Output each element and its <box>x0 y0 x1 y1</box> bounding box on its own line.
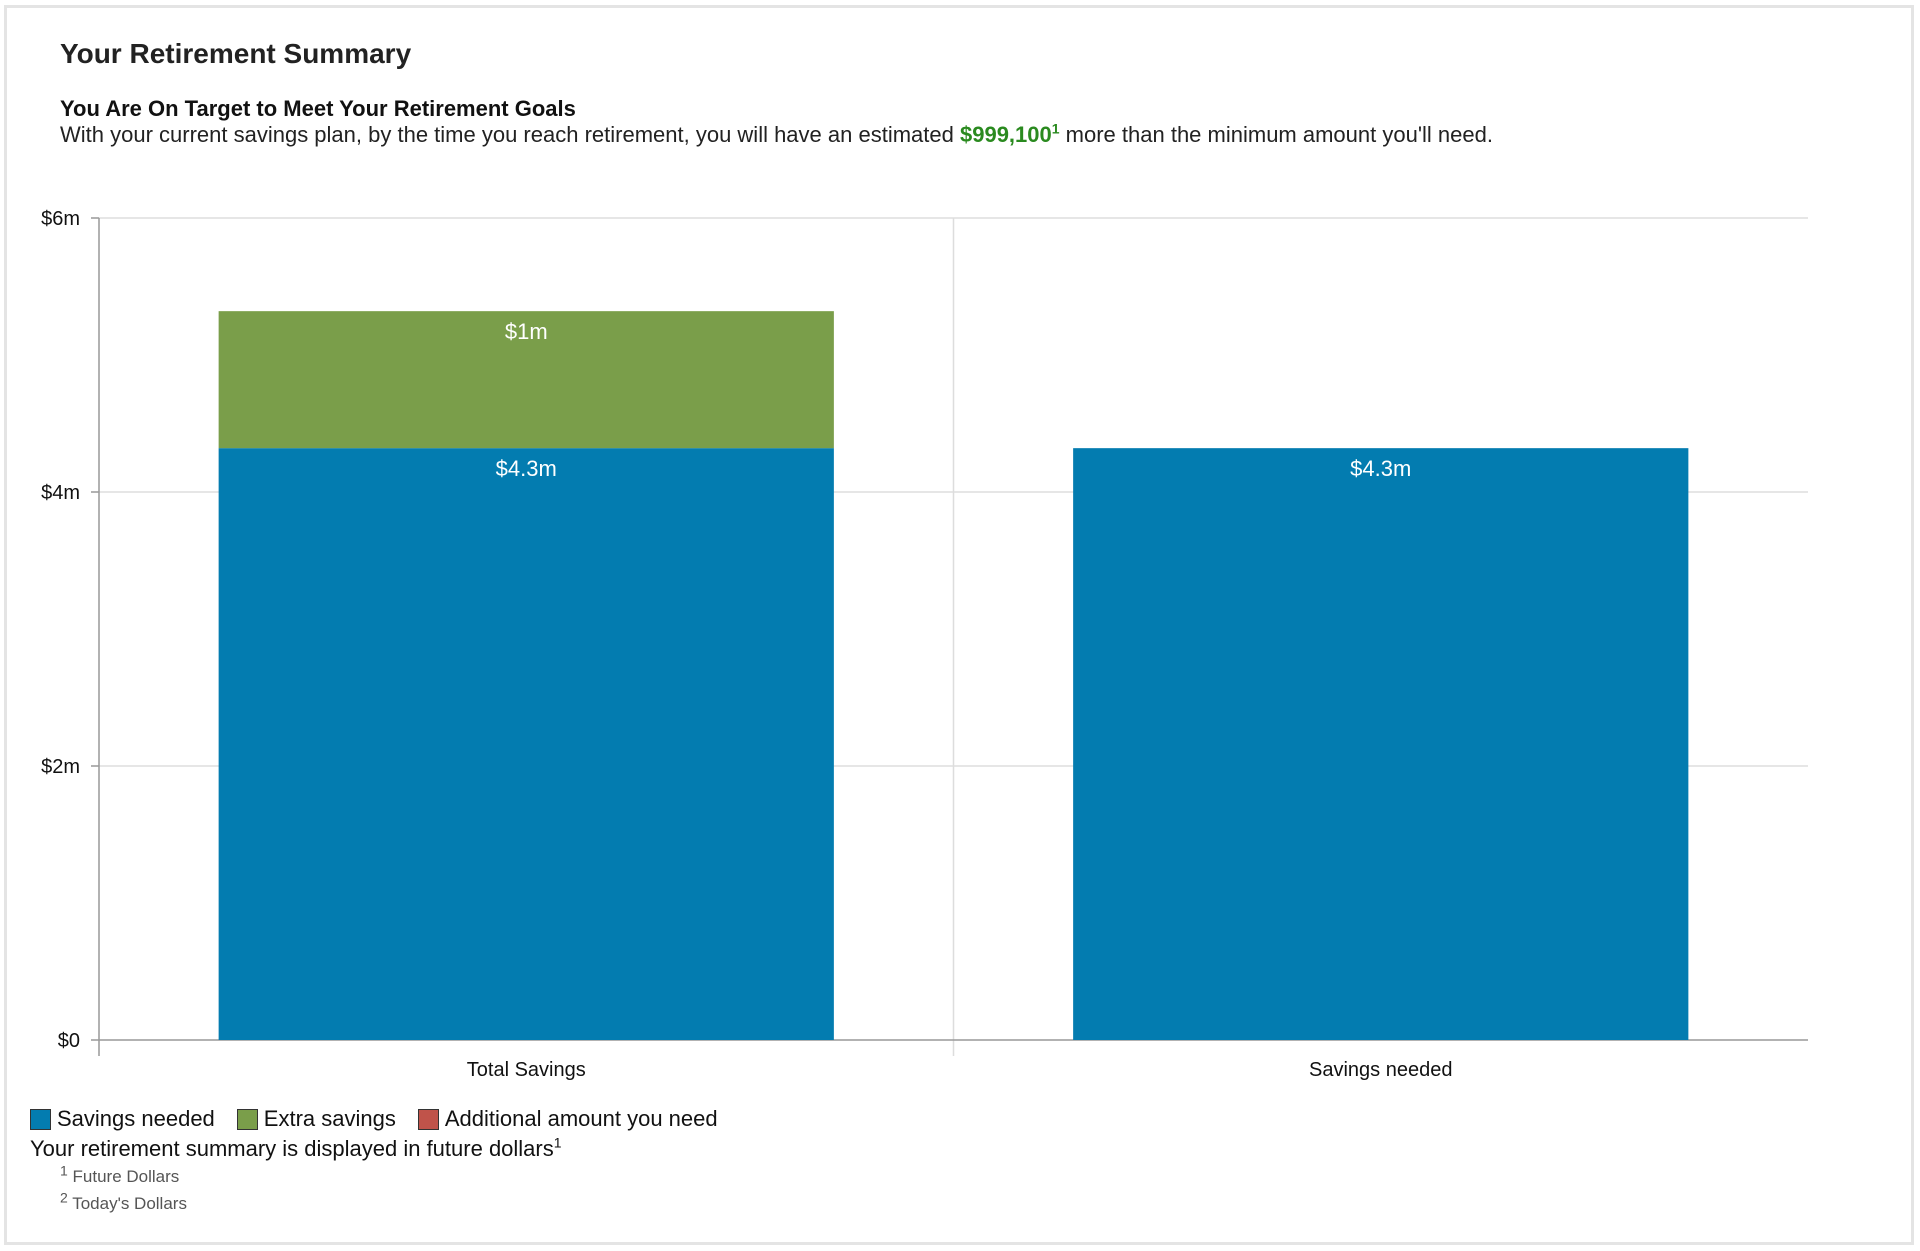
bar-extra-savings <box>218 311 834 449</box>
legend-item: Additional amount you need <box>417 1106 718 1132</box>
legend-swatch <box>30 1108 51 1130</box>
description-text-start: With your current savings plan, by the t… <box>60 122 954 147</box>
y-tick-label: $4m <box>41 482 80 504</box>
legend-swatch <box>236 1108 258 1130</box>
description-text-end: more than the minimum amount you'll need… <box>1065 122 1493 147</box>
bar-data-label: $4.3m <box>496 456 557 481</box>
status-heading: You Are On Target to Meet Your Retiremen… <box>60 96 576 121</box>
legend-item: Savings needed <box>30 1106 215 1132</box>
bar-savings-needed <box>1073 448 1689 1040</box>
legend-swatch <box>417 1108 439 1130</box>
x-category-label: Savings needed <box>1309 1059 1452 1081</box>
footnote-future-dollars: 1 Future Dollars <box>60 1162 180 1186</box>
page-title: Your Retirement Summary <box>60 38 412 69</box>
legend-item: Extra savings <box>236 1106 396 1132</box>
currency-note: Your retirement summary is displayed in … <box>30 1134 562 1161</box>
y-tick-label: $6m <box>41 208 80 230</box>
legend-label: Savings needed <box>57 1106 215 1131</box>
currency-note-marker: 1 <box>553 1134 562 1151</box>
legend-label: Additional amount you need <box>444 1106 718 1131</box>
legend-label: Extra savings <box>263 1106 396 1131</box>
y-tick-label: $0 <box>58 1030 80 1052</box>
summary-description: With your current savings plan, by the t… <box>60 122 1493 148</box>
chart-legend: Savings needed Extra savings Additional am… <box>30 1106 740 1132</box>
savings-bar-chart: $0 $2m $4m $6m $4.3m $1m Total Savings $4.3m Sav… <box>41 208 1808 1081</box>
x-category-label: Total Savings <box>467 1059 586 1081</box>
surplus-amount: $999,1001 <box>959 120 1060 147</box>
bar-data-label: $1m <box>505 319 548 344</box>
bar-savings-needed <box>218 448 834 1040</box>
bar-data-label: $4.3m <box>1350 456 1411 481</box>
footnote-todays-dollars: 2 Today's Dollars <box>60 1189 187 1213</box>
y-tick-label: $2m <box>41 756 80 778</box>
future-dollars-marker: 1 <box>1051 120 1060 137</box>
